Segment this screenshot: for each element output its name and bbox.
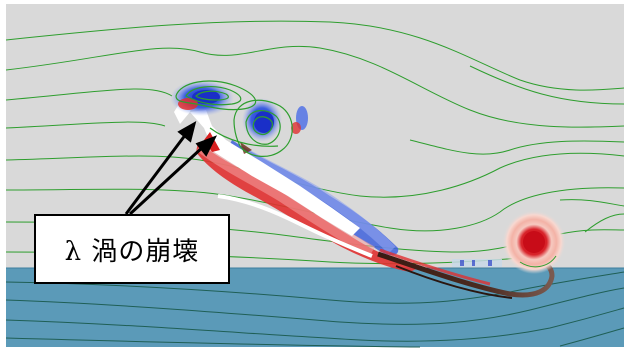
vortex-head: [170, 80, 308, 154]
isolated-vortex: [502, 210, 566, 274]
head-streamlines: [175, 80, 293, 157]
callout-label-box: λ 渦の崩壊: [34, 214, 230, 284]
vorticity-positive: [196, 141, 418, 272]
callout-arrows: [124, 120, 218, 216]
wall-streamlines: [5, 271, 625, 348]
lambda-vortex-breakdown-label: λ 渦の崩壊: [64, 236, 200, 267]
